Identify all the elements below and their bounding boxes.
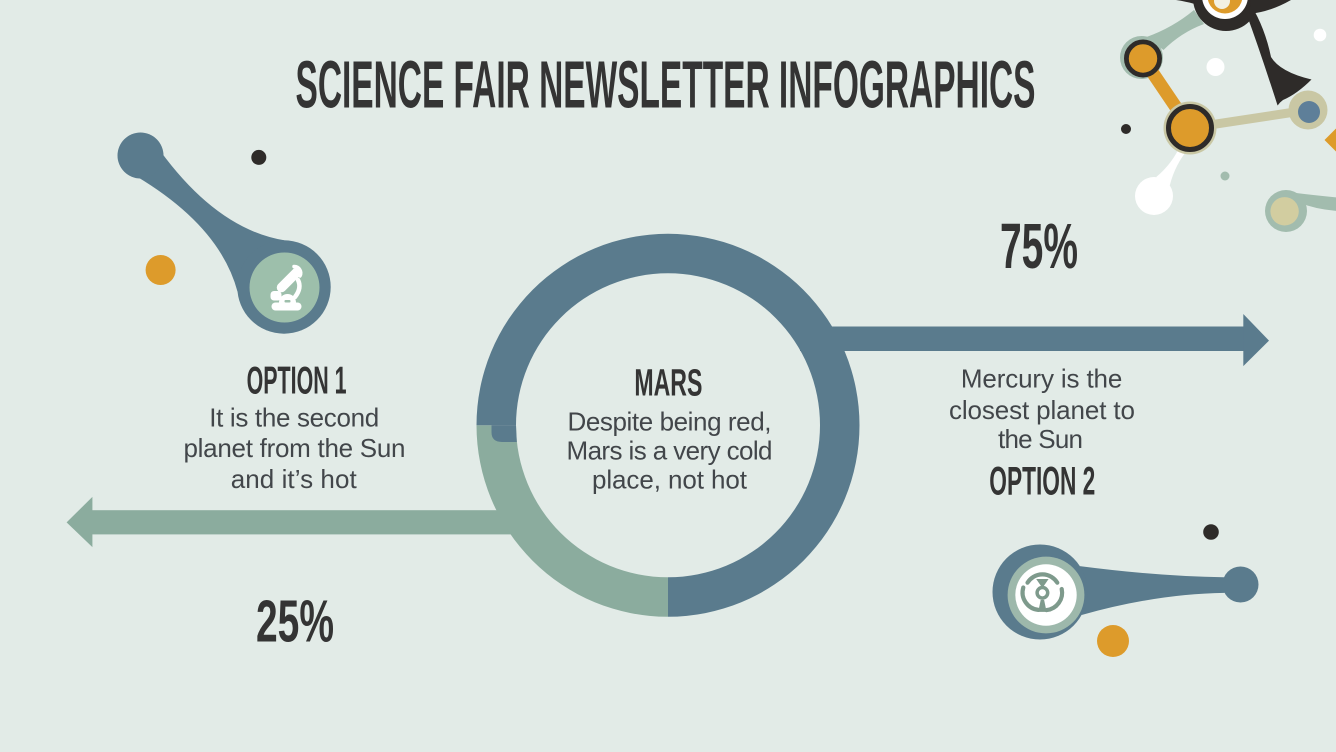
svg-text:MARS: MARS (634, 363, 702, 405)
svg-text:the Sun: the Sun (998, 424, 1083, 454)
svg-text:OPTION 1: OPTION 1 (247, 360, 347, 403)
svg-text:Mars is a very cold: Mars is a very cold (567, 436, 773, 466)
svg-text:Mercury is the: Mercury is the (961, 364, 1123, 394)
svg-text:Despite being red,: Despite being red, (568, 407, 772, 437)
svg-text:place, not hot: place, not hot (592, 465, 748, 495)
svg-text:closest planet to: closest planet to (949, 395, 1135, 425)
svg-text:It is the second: It is the second (209, 403, 379, 433)
svg-text:25%: 25% (256, 589, 334, 655)
svg-text:75%: 75% (1000, 210, 1078, 282)
svg-text:OPTION 2: OPTION 2 (989, 459, 1095, 503)
svg-text:SCIENCE FAIR NEWSLETTER INFOGR: SCIENCE FAIR NEWSLETTER INFOGRAPHICS (296, 48, 1036, 123)
svg-text:planet from the Sun: planet from the Sun (184, 433, 406, 463)
svg-text:and it’s hot: and it’s hot (231, 464, 358, 494)
